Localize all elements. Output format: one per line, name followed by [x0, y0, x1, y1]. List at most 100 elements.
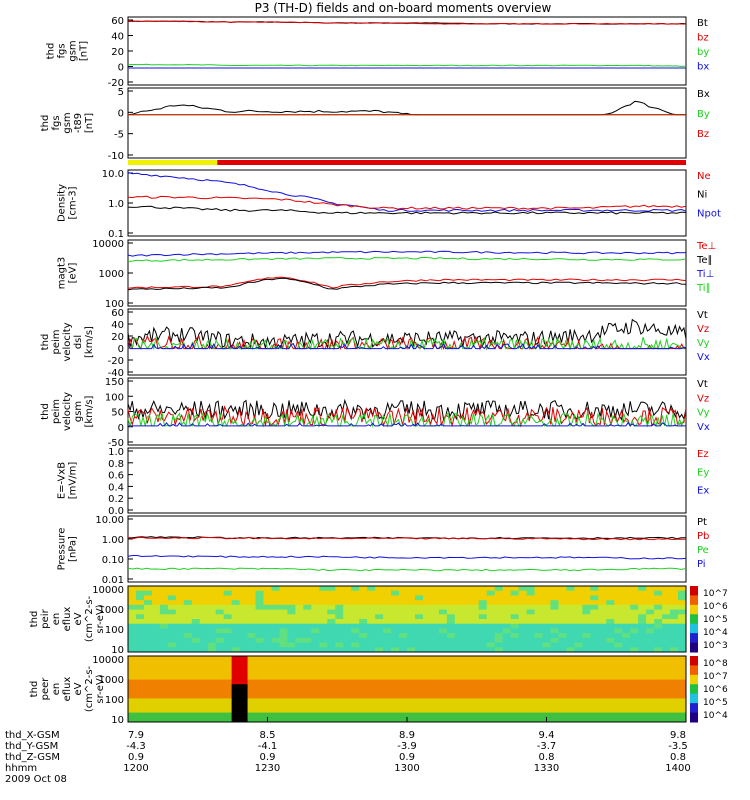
heatmap-cell	[542, 590, 551, 596]
heatmap-cell	[175, 623, 185, 629]
heatmap-cell	[502, 689, 512, 695]
heatmap-cell	[295, 703, 304, 709]
heatmap-cell	[550, 614, 559, 620]
heatmap-cell	[191, 660, 201, 666]
heatmap-cell	[478, 717, 488, 723]
heatmap-cell	[128, 717, 137, 723]
heatmap-cell	[646, 703, 655, 709]
heatmap-cell	[351, 679, 360, 685]
heatmap-cell	[470, 707, 480, 714]
heatmap-cell	[151, 600, 161, 606]
heatmap-cell	[135, 609, 145, 615]
y-tick-label: 40	[111, 320, 124, 331]
heatmap-cell	[159, 665, 169, 671]
heatmap-cell	[510, 693, 520, 699]
heatmap-cell	[271, 647, 280, 653]
heatmap-cell	[502, 698, 512, 704]
heatmap-cell	[510, 684, 520, 690]
heatmap-cell	[303, 679, 312, 685]
heatmap-cell	[287, 684, 296, 690]
heatmap-cell	[470, 647, 480, 653]
heatmap-cell	[454, 698, 464, 704]
heatmap-cell	[446, 689, 456, 695]
heatmap-cell	[430, 628, 440, 634]
heatmap-cell	[470, 660, 480, 666]
colorbar-swatch	[690, 595, 698, 606]
heatmap-cell	[462, 712, 472, 718]
heatmap-cell	[303, 684, 312, 690]
heatmap-cell	[391, 693, 400, 699]
heatmap-cell	[454, 586, 464, 592]
heatmap-cell	[614, 600, 623, 606]
heatmap-cell	[303, 647, 312, 653]
heatmap-cell	[462, 614, 472, 620]
heatmap-cell	[143, 586, 153, 592]
heatmap-cell	[654, 712, 663, 718]
heatmap-cell	[430, 595, 440, 601]
heatmap-cell	[454, 679, 464, 685]
heatmap-cell	[223, 656, 233, 662]
heatmap-cell	[606, 660, 615, 666]
heatmap-cell	[199, 693, 209, 699]
heatmap-cell	[550, 623, 559, 629]
heatmap-cell	[470, 712, 480, 718]
heatmap-cell	[231, 604, 241, 611]
heatmap-cell	[518, 707, 528, 714]
heatmap-cell	[223, 703, 233, 709]
heatmap-cell	[430, 647, 440, 653]
heatmap-cell	[287, 633, 296, 639]
y-tick-label: 20	[111, 332, 124, 343]
heatmap-cell	[199, 595, 209, 601]
heatmap-cell	[399, 660, 408, 666]
heatmap-cell	[486, 684, 496, 690]
heatmap-cell	[542, 614, 551, 620]
heatmap-cell	[630, 703, 639, 709]
heatmap-cell	[678, 590, 687, 596]
heatmap-cell	[247, 717, 257, 723]
heatmap-cell	[478, 689, 488, 695]
heatmap-cell	[502, 647, 512, 653]
heatmap-cell	[335, 609, 344, 615]
heatmap-cell	[438, 665, 448, 671]
heatmap-cell	[239, 614, 249, 620]
heatmap-cell	[574, 619, 583, 625]
heatmap-cell	[422, 609, 432, 615]
heatmap-cell	[534, 698, 544, 704]
heatmap-cell	[391, 665, 400, 671]
heatmap-cell	[128, 614, 137, 620]
heatmap-cell	[407, 637, 416, 644]
heatmap-cell	[231, 689, 241, 695]
heatmap-cell	[287, 660, 296, 666]
heatmap-cell	[223, 647, 233, 653]
heatmap-cell	[542, 595, 551, 601]
heatmap-cell	[446, 604, 456, 611]
heatmap-cell	[159, 637, 169, 644]
heatmap-cell	[151, 660, 161, 666]
heatmap-cell	[614, 689, 623, 695]
heatmap-cell	[247, 647, 257, 653]
heatmap-cell	[327, 689, 336, 695]
heatmap-cell	[510, 670, 520, 676]
heatmap-cell	[135, 619, 145, 625]
heatmap-cell	[550, 628, 559, 634]
heatmap-cell	[303, 628, 312, 634]
heatmap-cell	[239, 660, 249, 666]
heatmap-cell	[239, 679, 249, 685]
heatmap-cell	[550, 698, 559, 704]
heatmap-cell	[582, 633, 591, 639]
heatmap-cell	[598, 623, 607, 629]
heatmap-cell	[143, 590, 153, 596]
heatmap-cell	[550, 660, 559, 666]
heatmap-cell	[335, 604, 344, 611]
heatmap-cell	[470, 637, 480, 644]
heatmap-cell	[175, 670, 185, 676]
heatmap-cell	[215, 623, 225, 629]
heatmap-cell	[151, 689, 161, 695]
heatmap-cell	[159, 674, 169, 681]
heatmap-cell	[614, 586, 623, 592]
heatmap-cell	[662, 670, 671, 676]
heatmap-cell	[534, 600, 544, 606]
heatmap-cell	[510, 604, 520, 611]
heatmap-cell	[670, 698, 679, 704]
heatmap-cell	[502, 693, 512, 699]
